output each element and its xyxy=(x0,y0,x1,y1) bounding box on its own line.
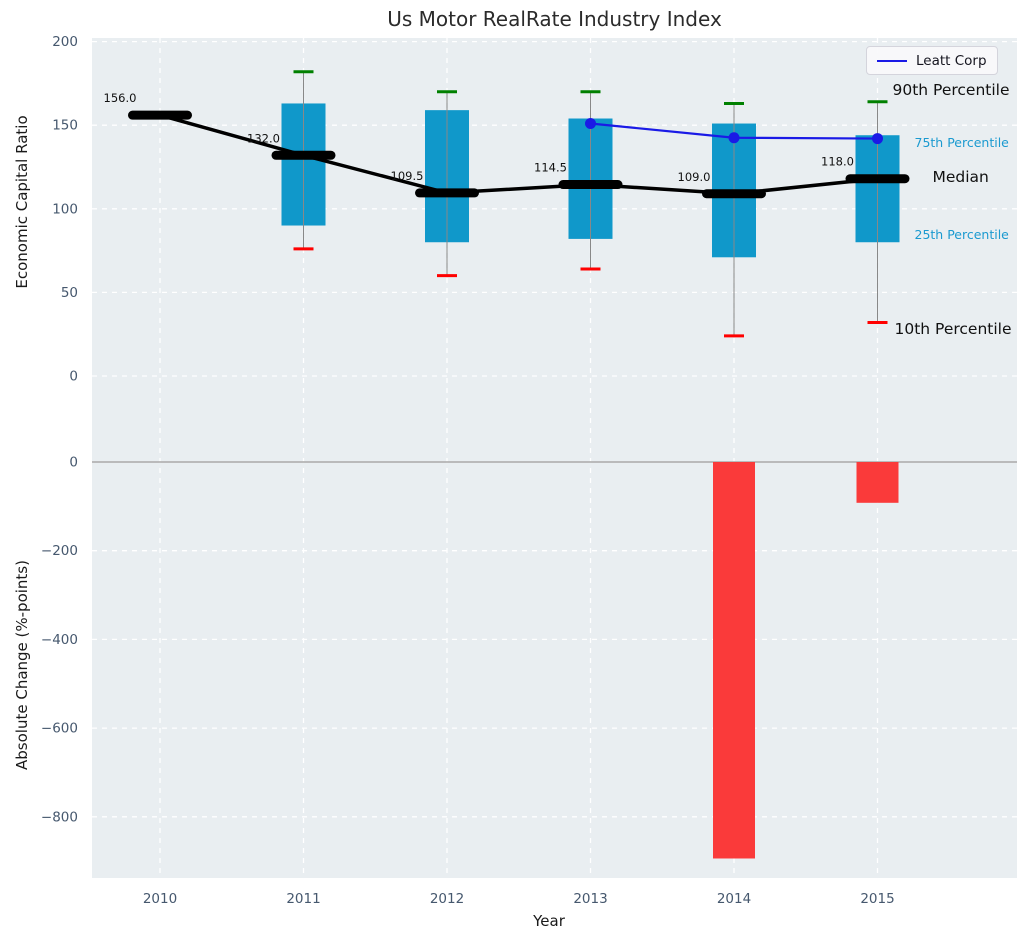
annotation-10th-percentile: 10th Percentile xyxy=(895,320,1012,338)
median-bar-2015 xyxy=(845,174,910,184)
median-value-label-2012: 109.5 xyxy=(391,169,424,183)
xtick-label-2011: 2011 xyxy=(286,891,320,907)
ytick-label-top-150: 150 xyxy=(52,118,78,134)
bar-2014 xyxy=(713,462,755,859)
xtick-label-2014: 2014 xyxy=(717,891,751,907)
median-value-label-2011: 132.0 xyxy=(247,131,280,145)
legend: Leatt Corp xyxy=(866,46,998,75)
ytick-label-bottom-0: 0 xyxy=(69,455,78,471)
ytick-label-top-0: 0 xyxy=(69,369,78,385)
median-bar-2011 xyxy=(271,150,336,160)
y-axis-label-bottom: Absolute Change (%-points) xyxy=(13,560,31,770)
ytick-label-top-50: 50 xyxy=(61,285,78,301)
legend-line-icon xyxy=(877,59,907,62)
chart-title: Us Motor RealRate Industry Index xyxy=(387,7,722,31)
median-bar-2013 xyxy=(558,180,623,190)
median-bar-2012 xyxy=(415,188,479,198)
ytick-label-bottom--600: −600 xyxy=(41,721,78,737)
xtick-label-2015: 2015 xyxy=(860,891,894,907)
xtick-label-2012: 2012 xyxy=(430,891,464,907)
annotation-75th-percentile: 75th Percentile xyxy=(915,135,1010,150)
xtick-label-2010: 2010 xyxy=(143,891,177,907)
x-axis-label: Year xyxy=(533,912,565,930)
median-value-label-2015: 118.0 xyxy=(821,155,854,169)
ytick-label-bottom--400: −400 xyxy=(41,632,78,648)
ytick-label-bottom--200: −200 xyxy=(41,543,78,559)
annotation-median: Median xyxy=(933,168,989,186)
median-bar-2010 xyxy=(128,110,192,120)
median-bar-2014 xyxy=(702,189,766,199)
annotation-25th-percentile: 25th Percentile xyxy=(915,227,1010,242)
company-point-2014 xyxy=(728,132,740,144)
legend-label: Leatt Corp xyxy=(916,52,987,69)
median-value-label-2010: 156.0 xyxy=(104,91,137,105)
company-point-2013 xyxy=(585,118,596,130)
y-axis-label-top: Economic Capital Ratio xyxy=(13,115,31,289)
ytick-label-top-100: 100 xyxy=(52,201,78,217)
median-value-label-2013: 114.5 xyxy=(534,161,567,175)
ytick-label-bottom--800: −800 xyxy=(41,809,78,825)
annotation-90th-percentile: 90th Percentile xyxy=(893,81,1010,99)
bar-2015 xyxy=(856,462,899,503)
ytick-label-top-200: 200 xyxy=(52,34,78,50)
company-point-2015 xyxy=(872,133,883,145)
xtick-label-2013: 2013 xyxy=(573,891,607,907)
median-value-label-2014: 109.0 xyxy=(678,170,711,184)
